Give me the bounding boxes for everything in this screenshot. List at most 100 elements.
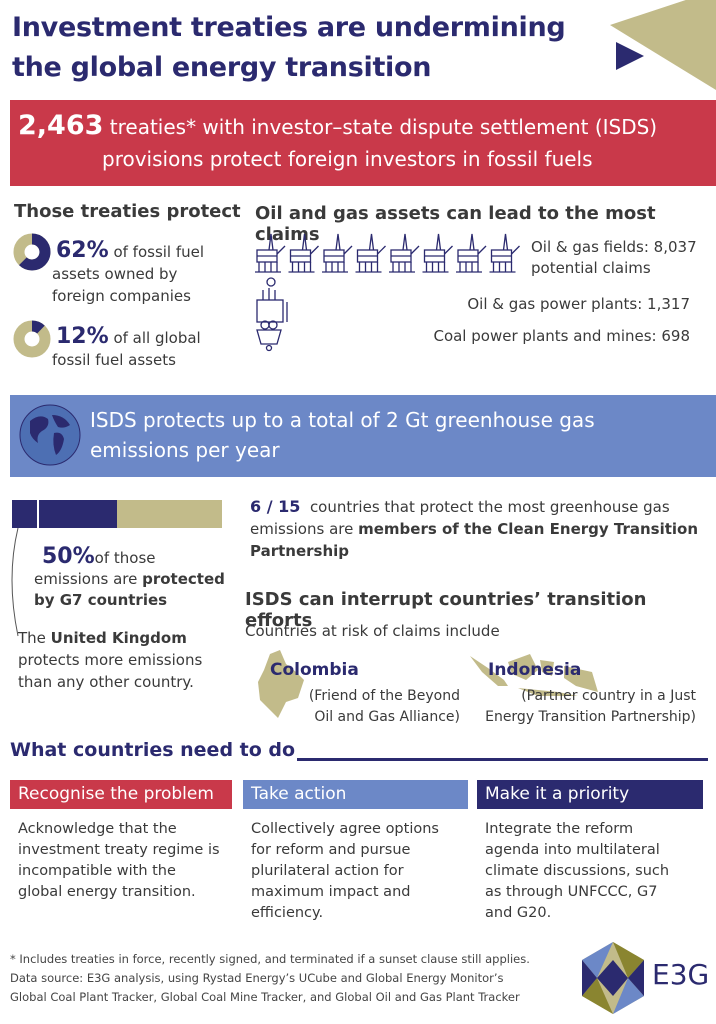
action-box-line: for reform and pursue bbox=[251, 842, 411, 858]
page-title: Investment treaties are undermining the … bbox=[12, 12, 566, 83]
action-box-line: plurilateral action for bbox=[251, 863, 404, 879]
oil-rig-icon bbox=[355, 233, 386, 273]
claims-label: potential claims bbox=[531, 259, 651, 277]
stat-text: emissions are bbox=[34, 570, 143, 588]
protect-item-2: 12% of all global fossil fuel assets bbox=[52, 324, 201, 371]
oil-rig-icon bbox=[456, 233, 487, 273]
action-box-line: global energy transition. bbox=[18, 884, 196, 900]
power-plant-icon bbox=[256, 277, 288, 323]
colombia-map bbox=[258, 650, 304, 718]
footnote-line: * Includes treaties in force, recently s… bbox=[10, 952, 530, 966]
banner-text-2: provisions protect foreign investors in … bbox=[102, 147, 593, 171]
action-box-title: Take action bbox=[243, 780, 468, 809]
g7-stat: 50%of those emissions are protected by G… bbox=[34, 546, 225, 611]
action-box-line: efficiency. bbox=[251, 905, 324, 921]
stat-text: assets owned by bbox=[52, 265, 178, 283]
note-line: Oil and Gas Alliance) bbox=[314, 709, 460, 725]
action-box-text: Collectively agree options for reform and… bbox=[243, 819, 468, 924]
corner-decoration bbox=[610, 0, 716, 90]
stat-text: of fossil fuel bbox=[113, 243, 205, 261]
source-line: Global Coal Plant Tracker, Global Coal M… bbox=[10, 990, 520, 1004]
action-box: Make it a priority Integrate the reform ag… bbox=[477, 780, 703, 924]
stat-text-bold: protected bbox=[142, 570, 225, 588]
treaty-count: 2,463 bbox=[18, 110, 104, 141]
claims-row-coal: Coal power plants and mines: 698 bbox=[433, 327, 690, 345]
action-box-line: agenda into multilateral bbox=[485, 842, 660, 858]
stat-text: of all global bbox=[113, 329, 201, 347]
country-note-colombia: (Friend of the Beyond Oil and Gas Allianc… bbox=[290, 686, 460, 728]
action-box-line: as through UNFCCC, G7 bbox=[485, 884, 658, 900]
action-box-line: and G20. bbox=[485, 905, 552, 921]
treaties-banner: 2,463 treaties* with investor–state disp… bbox=[10, 100, 716, 186]
note-line: Energy Transition Partnership) bbox=[485, 709, 696, 725]
stat-text-bold: United Kingdom bbox=[50, 629, 187, 647]
interrupt-sub: Countries at risk of claims include bbox=[245, 622, 500, 640]
donut-fill bbox=[13, 233, 51, 271]
banner-text: treaties* with investor–state dispute se… bbox=[109, 115, 658, 139]
connector-line bbox=[11, 528, 19, 637]
protect-item-1: 62% of fossil fuel assets owned by forei… bbox=[52, 238, 205, 307]
stat-value: 62% bbox=[56, 238, 109, 263]
oil-rig-icon bbox=[422, 233, 453, 273]
action-box-title: Make it a priority bbox=[477, 780, 703, 809]
action-box-line: maximum impact and bbox=[251, 884, 411, 900]
claims-row-power: Oil & gas power plants: 1,317 bbox=[467, 295, 690, 313]
oil-rig-icon bbox=[389, 233, 420, 273]
donut-fill bbox=[13, 320, 51, 358]
note-line: (Friend of the Beyond bbox=[308, 688, 460, 704]
donut-12 bbox=[13, 320, 51, 358]
e3g-logo-text: E3G bbox=[652, 958, 710, 991]
oil-rig-icon bbox=[322, 233, 353, 273]
action-box: Take action Collectively agree options for… bbox=[243, 780, 468, 924]
stat-text-bold: by G7 countries bbox=[34, 591, 168, 609]
action-box-title: Recognise the problem bbox=[10, 780, 232, 809]
action-box-text: Acknowledge that the investment treaty re… bbox=[10, 819, 232, 903]
oil-rig-icon bbox=[255, 233, 286, 273]
indonesia-map bbox=[470, 654, 598, 696]
banner-text: ISDS protects up to a total of 2 Gt gree… bbox=[90, 408, 595, 432]
source-line: Data source: E3G analysis, using Rystad … bbox=[10, 971, 504, 985]
action-box-line: Acknowledge that the bbox=[18, 821, 177, 837]
stat-value: 12% bbox=[56, 324, 109, 349]
action-box-line: climate discussions, such bbox=[485, 863, 670, 879]
claims-label: Oil & gas fields: 8,037 bbox=[531, 238, 697, 256]
stat-text-bold: members of the Clean Energy Transition bbox=[358, 520, 699, 538]
stat-value: 6 / 15 bbox=[250, 497, 301, 516]
interrupt-heading: ISDS can interrupt countries’ transition… bbox=[245, 589, 647, 631]
stat-text: of those bbox=[94, 549, 156, 567]
e3g-logo-mark bbox=[582, 942, 644, 1014]
banner-text-2: emissions per year bbox=[90, 438, 280, 462]
stat-text: countries that protect the most greenhou… bbox=[309, 498, 670, 516]
stat-text: fossil fuel assets bbox=[52, 351, 176, 369]
oil-rig-icon bbox=[489, 233, 520, 273]
oil-rig-icon bbox=[288, 233, 319, 273]
claims-row-fields: Oil & gas fields: 8,037 potential claims bbox=[531, 237, 701, 279]
asset-icons bbox=[255, 233, 520, 352]
footnote: * Includes treaties in force, recently s… bbox=[10, 950, 530, 1007]
country-note-indonesia: (Partner country in a Just Energy Transit… bbox=[470, 686, 696, 728]
emissions-banner: ISDS protects up to a total of 2 Gt gree… bbox=[10, 395, 716, 477]
action-box: Recognise the problem Acknowledge that th… bbox=[10, 780, 232, 903]
g7-share-bar bbox=[12, 500, 222, 528]
protect-heading: Those treaties protect bbox=[14, 201, 241, 222]
country-name-colombia: Colombia bbox=[270, 660, 359, 680]
action-box-line: Integrate the reform bbox=[485, 821, 634, 837]
note-line: (Partner country in a Just bbox=[521, 688, 696, 704]
stat-text-bold: Partnership bbox=[250, 542, 350, 560]
stat-text: protects more emissions bbox=[18, 651, 203, 669]
action-box-text: Integrate the reform agenda into multilat… bbox=[477, 819, 703, 924]
heading-rule bbox=[297, 758, 708, 761]
cetp-stat: 6 / 15 countries that protect the most g… bbox=[250, 496, 698, 562]
todo-heading: What countries need to do bbox=[10, 739, 296, 761]
stat-value: 50% bbox=[42, 544, 95, 569]
stat-text: emissions are bbox=[250, 520, 359, 538]
country-name-indonesia: Indonesia bbox=[488, 660, 582, 680]
uk-stat: The United Kingdom protects more emissio… bbox=[18, 627, 202, 693]
coal-cart-icon bbox=[256, 320, 282, 352]
donut-62 bbox=[13, 233, 51, 271]
action-box-line: investment treaty regime is bbox=[18, 842, 220, 858]
globe-icon bbox=[19, 404, 81, 466]
action-box-line: incompatible with the bbox=[18, 863, 176, 879]
action-box-line: Collectively agree options bbox=[251, 821, 439, 837]
stat-text: foreign companies bbox=[52, 287, 191, 305]
